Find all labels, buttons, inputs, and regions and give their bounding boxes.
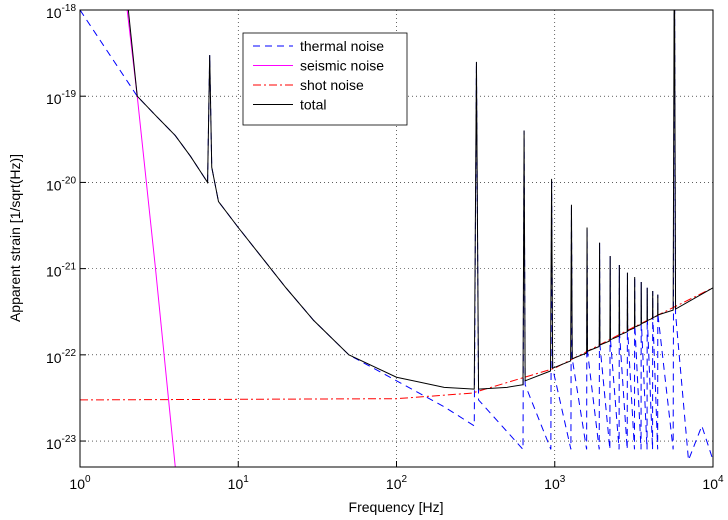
axes-frame: [79, 9, 714, 468]
y-tick-label: 10-19: [46, 89, 76, 107]
x-tick-label-exponent: 3: [560, 474, 566, 485]
x-axis-label: Frequency [Hz]: [349, 499, 444, 515]
series-line: [127, 10, 713, 390]
y-axis-label: Apparent strain [1/sqrt(Hz)]: [7, 154, 23, 322]
y-tick-label-exponent: -20: [62, 175, 77, 186]
x-tick-label-exponent: 4: [718, 474, 724, 485]
legend-label: shot noise: [300, 77, 364, 93]
y-tick-label-exponent: -19: [62, 89, 77, 100]
legend-label: total: [300, 97, 326, 113]
series-line: [80, 10, 713, 461]
y-tick-label: 10-18: [46, 3, 76, 21]
x-tick-label: 101: [228, 474, 250, 492]
legend-label: thermal noise: [300, 38, 384, 54]
y-tick-label: 10-23: [46, 434, 76, 452]
x-tick-label-base: 10: [702, 476, 718, 492]
x-tick-label: 100: [69, 474, 91, 492]
x-tick-label: 102: [386, 474, 408, 492]
legend-label: seismic noise: [300, 58, 384, 74]
x-tick-label-exponent: 1: [243, 474, 249, 485]
x-tick-label: 104: [702, 474, 724, 492]
y-tick-label-base: 10: [46, 91, 62, 107]
x-tick-label-base: 10: [544, 476, 560, 492]
y-tick-label-exponent: -21: [62, 262, 77, 273]
y-tick-label: 10-20: [46, 175, 76, 193]
y-tick-label-base: 10: [46, 436, 62, 452]
y-tick-label: 10-21: [46, 262, 76, 280]
x-tick-label-exponent: 0: [85, 474, 91, 485]
x-tick-label-base: 10: [69, 476, 85, 492]
x-tick-label-base: 10: [228, 476, 244, 492]
series-line: [126, 10, 176, 467]
x-tick-label-base: 10: [386, 476, 402, 492]
y-tick-label-exponent: -23: [62, 434, 77, 445]
x-tick-label-exponent: 2: [402, 474, 408, 485]
y-tick-label-base: 10: [46, 264, 62, 280]
y-tick-label-base: 10: [46, 350, 62, 366]
x-tick-label: 103: [544, 474, 566, 492]
y-tick-label: 10-22: [46, 348, 76, 366]
y-tick-label-exponent: -18: [62, 3, 77, 14]
y-tick-label-base: 10: [46, 5, 62, 21]
y-tick-label-base: 10: [46, 177, 62, 193]
y-tick-label-exponent: -22: [62, 348, 77, 359]
legend-box: [242, 32, 408, 126]
plot-lines: [80, 10, 713, 467]
